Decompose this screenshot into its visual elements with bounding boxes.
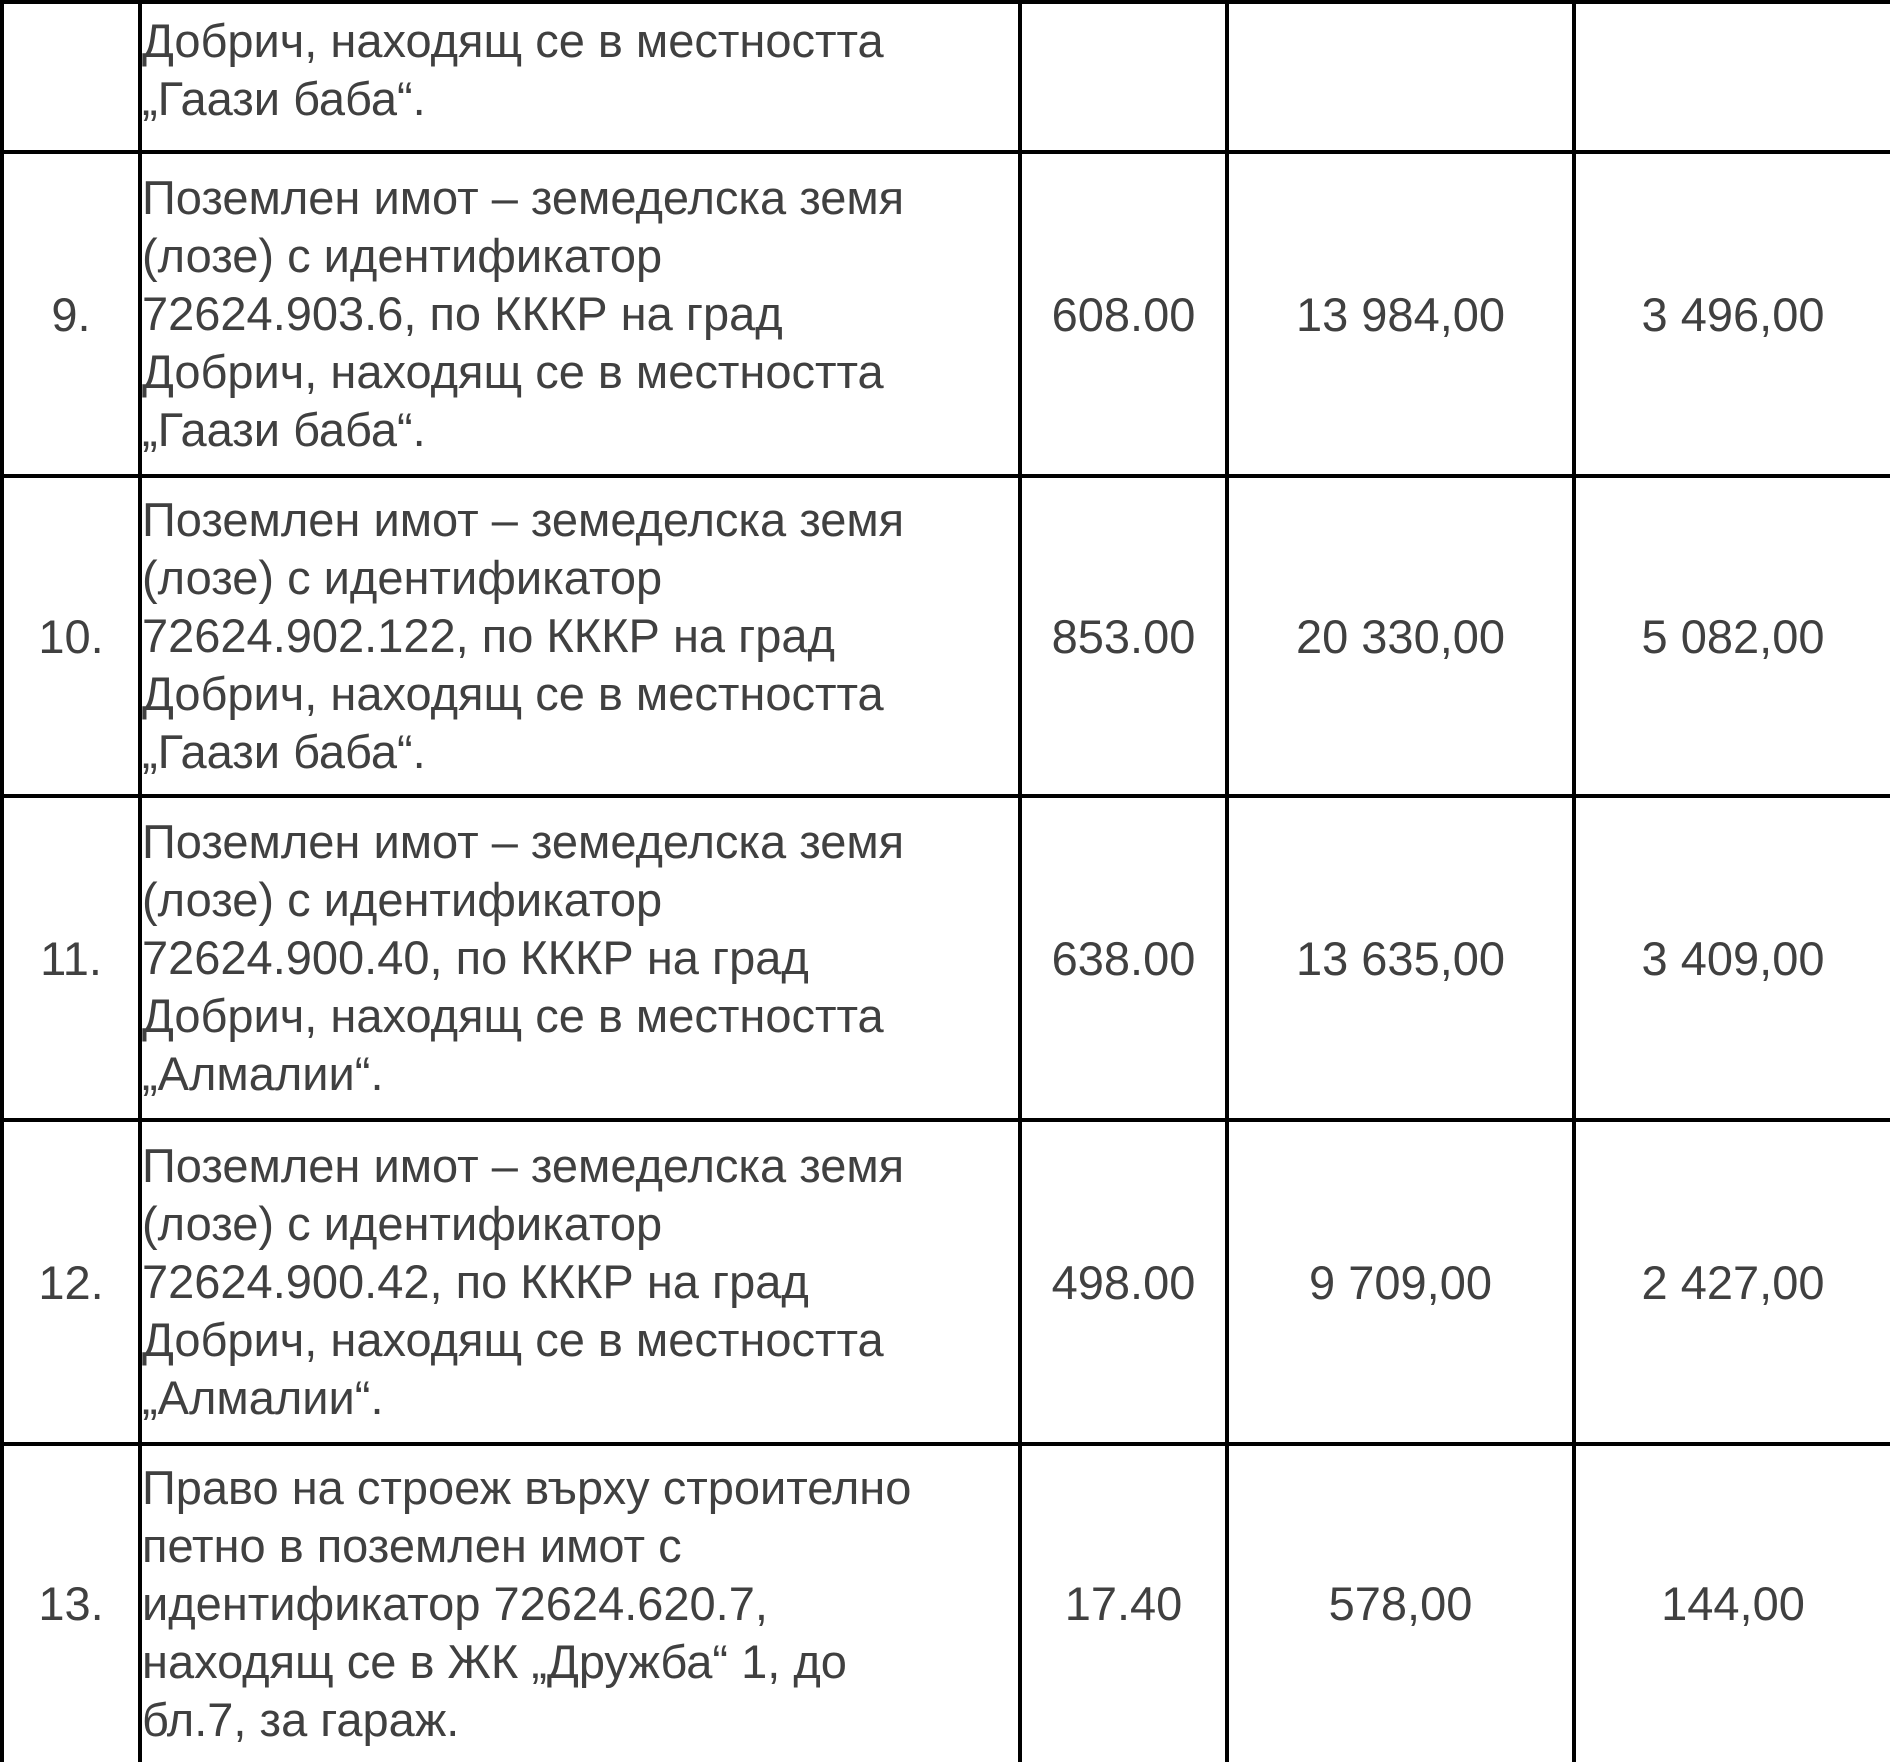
description-line: (лозе) с идентификатор: [142, 551, 663, 604]
property-description: Поземлен имот – земеделска земя (лозе) с …: [138, 794, 1022, 1122]
description-line: (лозе) с идентификатор: [142, 1197, 663, 1250]
property-description: Поземлен имот – земеделска земя (лозе) с …: [138, 150, 1022, 478]
area-value: 638.00: [1018, 794, 1229, 1122]
description-line: Добрич, находящ се в местността: [142, 667, 884, 720]
property-description: Добрич, находящ се в местността „Гаази ба…: [138, 0, 1022, 154]
row-number: [0, 0, 142, 154]
area-value: 17.40: [1018, 1442, 1229, 1762]
property-description: Поземлен имот – земеделска земя (лозе) с …: [138, 1118, 1022, 1446]
description-line: 72624.903.6, по КККР на град: [142, 287, 783, 340]
row-number: 12.: [0, 1118, 142, 1446]
valuation-amount: 13 635,00: [1225, 794, 1576, 1122]
valuation-amount: 13 984,00: [1225, 150, 1576, 478]
description-line: „Гаази баба“.: [142, 403, 426, 456]
description-line: „Алмалии“.: [142, 1047, 384, 1100]
valuation-amount: 20 330,00: [1225, 474, 1576, 798]
row-number: 10.: [0, 474, 142, 798]
table-row: 13. Право на строеж върху строително петн…: [0, 1442, 1890, 1762]
description-line: Поземлен имот – земеделска земя: [142, 171, 905, 224]
property-description: Право на строеж върху строително петно в …: [138, 1442, 1022, 1762]
table-row: 11. Поземлен имот – земеделска земя (лозе…: [0, 794, 1890, 1122]
description-line: (лозе) с идентификатор: [142, 873, 663, 926]
secondary-amount: 5 082,00: [1572, 474, 1890, 798]
description-line: бл.7, за гараж.: [142, 1692, 460, 1746]
valuation-amount: 9 709,00: [1225, 1118, 1576, 1446]
description-line: „Гаази баба“.: [142, 725, 426, 778]
secondary-amount: 3 409,00: [1572, 794, 1890, 1122]
description-line: находящ се в ЖК „Дружба“ 1, до: [142, 1634, 847, 1688]
area-value: 608.00: [1018, 150, 1229, 478]
description-line: Поземлен имот – земеделска земя: [142, 815, 905, 868]
area-value: 853.00: [1018, 474, 1229, 798]
row-number: 11.: [0, 794, 142, 1122]
secondary-amount: 144,00: [1572, 1442, 1890, 1762]
description-line: „Гаази баба“.: [142, 72, 426, 125]
description-line: (лозе) с идентификатор: [142, 229, 663, 282]
description-line: идентификатор 72624.620.7,: [142, 1576, 768, 1630]
row-number: 13.: [0, 1442, 142, 1762]
valuation-amount: 578,00: [1225, 1442, 1576, 1762]
description-line: Право на строеж върху строително: [142, 1460, 912, 1514]
description-line: Добрич, находящ се в местността: [142, 14, 884, 67]
table-row: 12. Поземлен имот – земеделска земя (лозе…: [0, 1118, 1890, 1446]
table-row: 10. Поземлен имот – земеделска земя (лозе…: [0, 474, 1890, 798]
table-row: 9. Поземлен имот – земеделска земя (лозе)…: [0, 150, 1890, 478]
description-line: петно в поземлен имот с: [142, 1518, 682, 1572]
area-value: 498.00: [1018, 1118, 1229, 1446]
description-line: Поземлен имот – земеделска земя: [142, 1139, 905, 1192]
table-row: Добрич, находящ се в местността „Гаази ба…: [0, 0, 1890, 154]
valuation-amount: [1225, 0, 1576, 154]
secondary-amount: 3 496,00: [1572, 150, 1890, 478]
row-number: 9.: [0, 150, 142, 478]
property-description: Поземлен имот – земеделска земя (лозе) с …: [138, 474, 1022, 798]
secondary-amount: 2 427,00: [1572, 1118, 1890, 1446]
description-line: Добрич, находящ се в местността: [142, 1313, 884, 1366]
description-line: Добрич, находящ се в местността: [142, 345, 884, 398]
secondary-amount: [1572, 0, 1890, 154]
description-line: 72624.900.40, по КККР на град: [142, 931, 809, 984]
description-line: Добрич, находящ се в местността: [142, 989, 884, 1042]
description-line: „Алмалии“.: [142, 1371, 384, 1424]
area-value: [1018, 0, 1229, 154]
description-line: Поземлен имот – земеделска земя: [142, 493, 905, 546]
description-line: 72624.902.122, по КККР на град: [142, 609, 835, 662]
description-line: 72624.900.42, по КККР на град: [142, 1255, 809, 1308]
